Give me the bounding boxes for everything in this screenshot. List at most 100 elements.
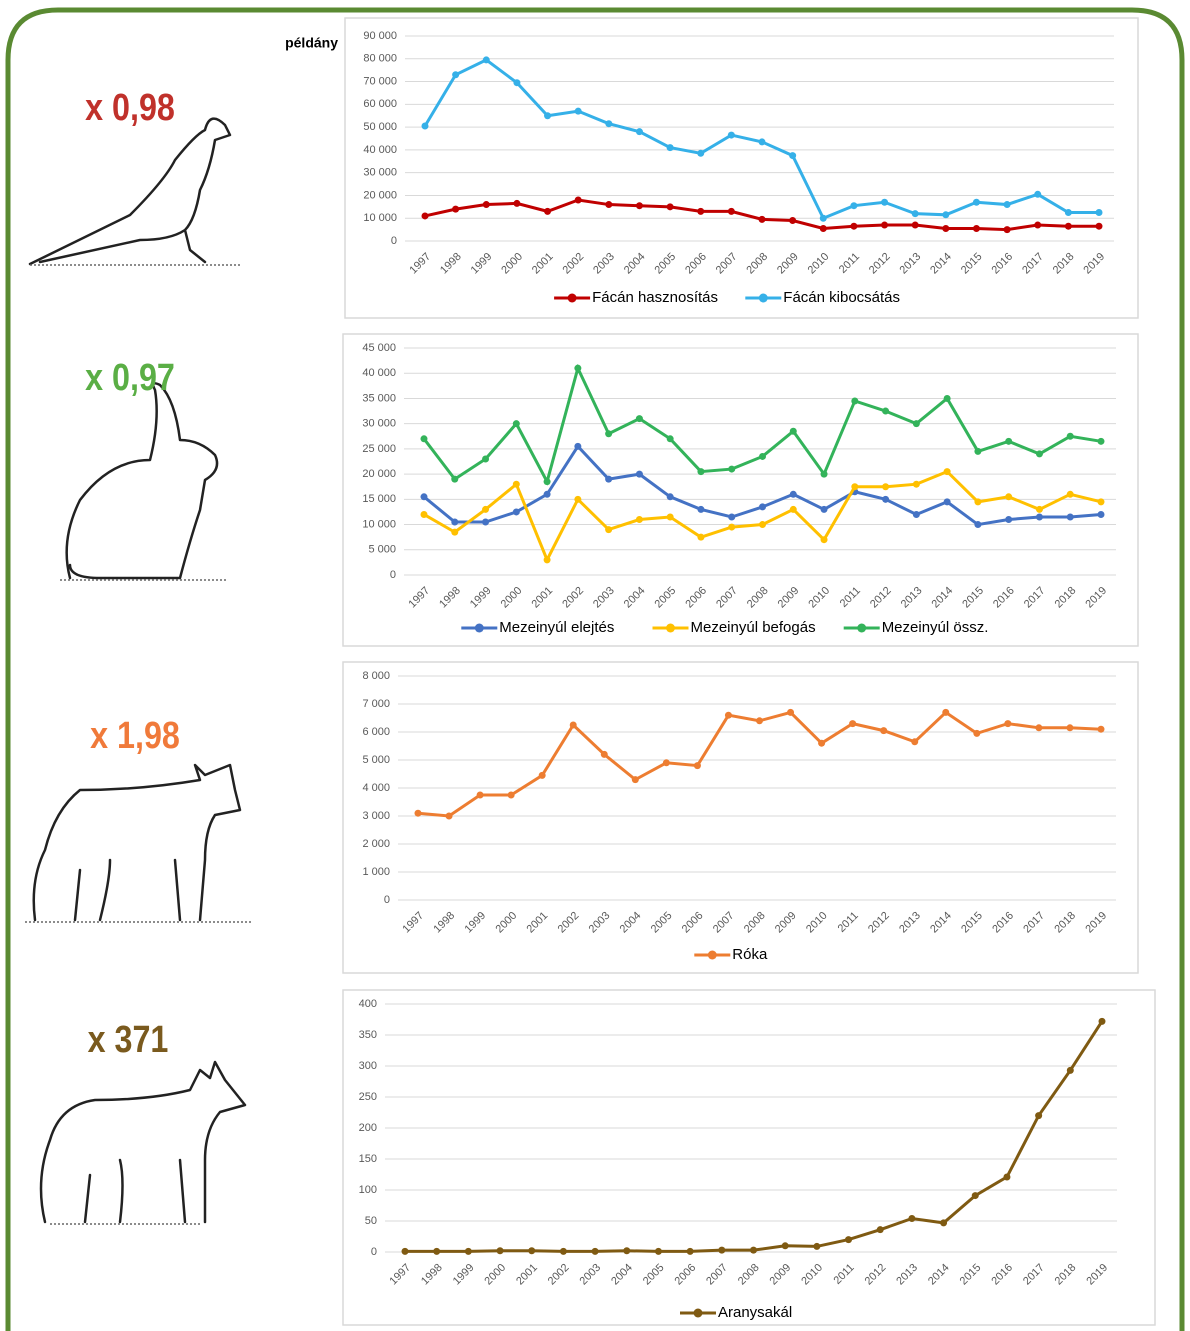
data-point bbox=[666, 513, 674, 521]
y-tick-label: 0 bbox=[390, 569, 396, 581]
data-point bbox=[451, 518, 459, 526]
data-point bbox=[1066, 1066, 1074, 1074]
y-tick-label: 400 bbox=[359, 998, 377, 1010]
multiplier: x 0,97 bbox=[85, 357, 175, 399]
data-point bbox=[666, 203, 674, 211]
data-point bbox=[880, 727, 888, 735]
data-point bbox=[943, 498, 951, 506]
data-point bbox=[476, 791, 484, 799]
frame bbox=[5, 7, 1185, 1331]
data-point bbox=[605, 526, 613, 534]
y-tick-label: 2 000 bbox=[362, 838, 390, 850]
legend-label: Fácán kibocsátás bbox=[783, 289, 900, 306]
data-point bbox=[528, 1247, 536, 1255]
legend-marker bbox=[567, 293, 577, 303]
data-point bbox=[781, 1242, 789, 1250]
data-point bbox=[605, 120, 613, 128]
chart-box bbox=[344, 17, 1139, 319]
data-point bbox=[662, 759, 670, 767]
data-point bbox=[912, 510, 920, 518]
data-point bbox=[759, 503, 766, 511]
data-point bbox=[851, 397, 859, 405]
data-point bbox=[1003, 201, 1011, 209]
data-point bbox=[513, 199, 521, 207]
data-point bbox=[574, 196, 582, 204]
y-tick-label: 8 000 bbox=[362, 670, 390, 682]
data-point bbox=[421, 122, 429, 130]
y-tick-label: 1 000 bbox=[362, 866, 390, 878]
y-tick-label: 70 000 bbox=[363, 75, 397, 87]
data-point bbox=[1034, 190, 1042, 198]
data-point bbox=[820, 536, 828, 544]
data-point bbox=[974, 521, 982, 529]
data-point bbox=[820, 470, 828, 478]
y-tick-label: 50 000 bbox=[363, 121, 397, 133]
data-point bbox=[756, 717, 763, 725]
y-tick-label: 300 bbox=[359, 1060, 377, 1072]
data-point bbox=[1003, 226, 1011, 234]
data-point bbox=[911, 210, 919, 218]
data-point bbox=[482, 56, 490, 64]
y-tick-label: 30 000 bbox=[363, 167, 397, 179]
y-tick-label: 350 bbox=[359, 1029, 377, 1041]
data-point bbox=[513, 79, 521, 87]
data-point bbox=[574, 107, 582, 115]
data-point bbox=[1035, 505, 1043, 513]
data-point bbox=[1095, 222, 1103, 230]
data-point bbox=[451, 475, 459, 483]
y-tick-label: 6 000 bbox=[362, 726, 390, 738]
data-point bbox=[819, 224, 827, 232]
data-point bbox=[1005, 516, 1013, 524]
data-point bbox=[538, 771, 546, 779]
legend-label: Fácán hasznosítás bbox=[592, 289, 718, 306]
data-point bbox=[789, 490, 797, 498]
data-point bbox=[818, 739, 826, 747]
data-point bbox=[1035, 724, 1043, 732]
data-point bbox=[1005, 437, 1013, 445]
data-point bbox=[697, 505, 705, 513]
y-tick-label: 10 000 bbox=[362, 518, 396, 530]
data-point bbox=[623, 1247, 631, 1255]
data-point bbox=[789, 427, 797, 435]
y-tick-label: 0 bbox=[384, 894, 390, 906]
data-point bbox=[759, 452, 766, 460]
multiplier: x 371 bbox=[88, 1019, 169, 1061]
data-point bbox=[693, 762, 701, 770]
legend-marker bbox=[693, 1308, 703, 1318]
data-point bbox=[433, 1247, 441, 1255]
data-point bbox=[482, 505, 490, 513]
legend-marker bbox=[474, 623, 484, 633]
data-point bbox=[635, 516, 643, 524]
data-point bbox=[787, 708, 795, 716]
data-point bbox=[758, 215, 766, 223]
data-point bbox=[942, 211, 950, 219]
data-point bbox=[507, 791, 515, 799]
data-point bbox=[1005, 493, 1013, 501]
data-point bbox=[813, 1242, 821, 1250]
legend-label: Mezeinyúl befogás bbox=[691, 619, 816, 636]
data-point bbox=[1004, 720, 1012, 728]
y-axis-label: példány bbox=[285, 35, 338, 51]
data-point bbox=[697, 468, 705, 476]
data-point bbox=[605, 475, 613, 483]
data-point bbox=[1097, 437, 1105, 445]
data-point bbox=[605, 430, 613, 438]
pheasant-drawing bbox=[28, 117, 240, 266]
data-point bbox=[1097, 498, 1105, 506]
data-point bbox=[451, 528, 459, 536]
y-tick-label: 40 000 bbox=[363, 144, 397, 156]
data-point bbox=[849, 720, 857, 728]
fox-drawing bbox=[25, 763, 252, 923]
y-tick-label: 90 000 bbox=[363, 30, 397, 42]
y-tick-label: 10 000 bbox=[363, 212, 397, 224]
y-tick-label: 150 bbox=[359, 1153, 377, 1165]
chart-box bbox=[342, 989, 1156, 1326]
y-tick-label: 0 bbox=[371, 1246, 377, 1258]
data-point bbox=[851, 483, 859, 491]
data-point bbox=[414, 809, 422, 817]
data-point bbox=[973, 729, 981, 737]
data-point bbox=[574, 364, 582, 372]
data-point bbox=[974, 447, 982, 455]
data-point bbox=[845, 1236, 853, 1244]
data-point bbox=[881, 221, 889, 229]
